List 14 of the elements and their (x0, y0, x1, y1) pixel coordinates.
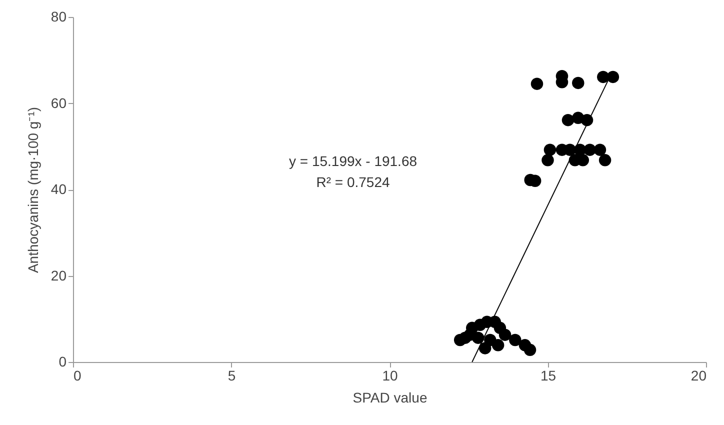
x-tick-label: 0 (74, 368, 82, 384)
annotation: R² = 0.7524 (316, 174, 390, 190)
x-tick-label: 20 (690, 368, 707, 384)
x-tick-label: 10 (382, 368, 398, 384)
y-tick-label: 80 (50, 8, 67, 24)
x-tick-label: 5 (228, 368, 236, 384)
y-tick-label: 60 (50, 94, 67, 111)
y-tick-label: 0 (58, 354, 67, 370)
y-axis-title: Anthocyanins (mg·100 g⁻¹) (24, 106, 41, 274)
x-axis-title: SPAD value (352, 390, 428, 406)
x-tick-label: 15 (540, 368, 556, 384)
y-tick-label: 40 (50, 181, 67, 197)
annotation: y = 15.199x - 191.68 (288, 153, 418, 169)
y-tick-label: 20 (50, 267, 67, 284)
